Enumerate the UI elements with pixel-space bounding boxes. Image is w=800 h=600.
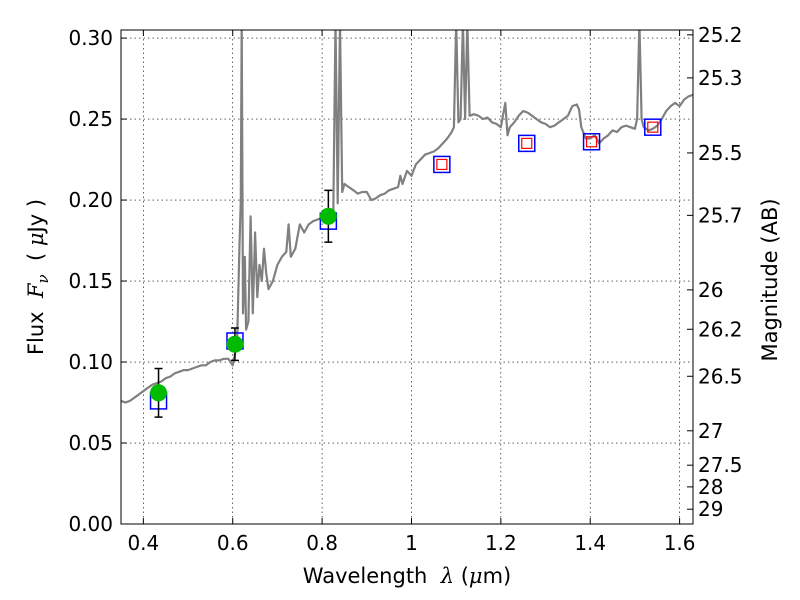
y-tick-label: 0.30 xyxy=(68,26,113,50)
y-axis-label-suffix: Jy ) xyxy=(24,199,48,235)
x-tick-label: 1.6 xyxy=(664,531,696,555)
x-axis-label-symbol: λ xyxy=(440,564,454,588)
x-tick-label: 0.6 xyxy=(217,531,249,555)
model-photometry-inner-box xyxy=(436,158,448,171)
y-tick-label: 0.25 xyxy=(68,107,113,131)
y-axis-label-symbol: F xyxy=(24,282,48,299)
y-right-tick-label: 25.7 xyxy=(698,203,743,227)
observed-flux-point xyxy=(226,335,244,353)
model-photometry-inner-box xyxy=(647,121,659,133)
model-spectrum-line xyxy=(121,30,693,404)
y-axis-label-middle: ( xyxy=(24,246,48,274)
observed-flux-point xyxy=(150,384,168,402)
y-right-tick-label: 26.2 xyxy=(698,317,743,341)
y-right-tick-label: 26.5 xyxy=(698,364,743,388)
model-photometry-box xyxy=(644,118,662,136)
model-photometry-box xyxy=(518,134,536,153)
x-axis-label-unit-mu: μ xyxy=(469,564,483,588)
y-axis: 0.00 0.05 0.10 0.15 0.20 0.25 0.30 xyxy=(68,26,127,536)
x-axis-label: Wavelength λ (μm) xyxy=(303,564,511,588)
y-tick-label: 0.05 xyxy=(68,431,113,455)
y-right-tick-label: 27.5 xyxy=(698,453,743,477)
x-axis-label-prefix: Wavelength xyxy=(303,564,441,588)
y-axis-label-mu: μ xyxy=(24,232,48,246)
y-axis-label-subscript: ν xyxy=(34,274,52,283)
y-right-tick-label: 25.2 xyxy=(698,23,743,47)
x-axis: 0.4 0.6 0.8 1 1.2 1.4 1.6 xyxy=(127,30,696,555)
y-right-tick-label: 29 xyxy=(698,497,723,521)
x-tick-label: 1 xyxy=(405,531,418,555)
y-axis-label: Flux Fν ( μJy ) xyxy=(24,199,52,355)
model-photometry-box xyxy=(433,155,451,174)
plot-area xyxy=(121,30,693,418)
observed-flux-point xyxy=(319,207,337,225)
y-axis-label-prefix: Flux xyxy=(24,298,48,355)
y-tick-label: 0.00 xyxy=(68,512,113,536)
grid xyxy=(121,30,693,525)
y-right-tick-label: 28 xyxy=(698,475,723,499)
y-right-tick-label: 25.3 xyxy=(698,66,743,90)
model-photometry-box xyxy=(582,133,601,151)
y-right-tick-label: 25.5 xyxy=(698,141,743,165)
y-axis-right-label: Magnitude (AB) xyxy=(758,198,782,361)
model-photometry-inner-box xyxy=(521,137,533,149)
y-tick-label: 0.10 xyxy=(68,350,113,374)
x-tick-label: 0.4 xyxy=(127,531,159,555)
x-tick-label: 1.2 xyxy=(485,531,517,555)
y-right-tick-label: 27 xyxy=(698,419,723,443)
x-axis-label-unit-open: ( xyxy=(454,564,469,588)
x-tick-label: 0.8 xyxy=(306,531,338,555)
x-axis-label-unit-close: m) xyxy=(483,564,512,588)
y-right-tick-label: 26 xyxy=(698,278,723,302)
plot-frame xyxy=(120,29,694,525)
x-tick-label: 1.4 xyxy=(574,531,606,555)
y-tick-label: 0.15 xyxy=(68,269,113,293)
y-tick-label: 0.20 xyxy=(68,188,113,212)
model-photometry-inner-box xyxy=(585,136,598,148)
